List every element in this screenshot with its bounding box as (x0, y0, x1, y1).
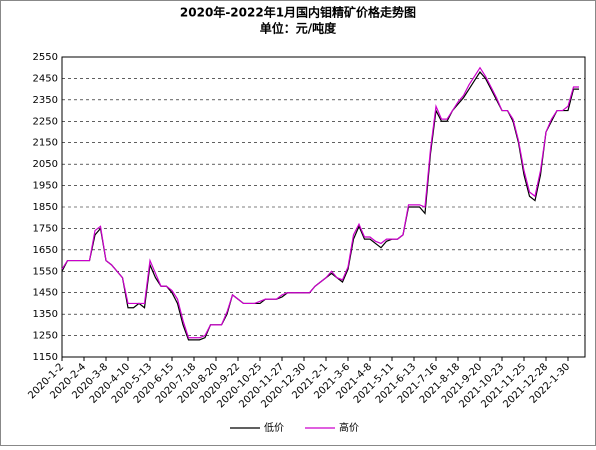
plot-area (61, 56, 586, 358)
y-tick-label: 2550 (33, 52, 58, 63)
y-tick-label: 2350 (33, 95, 58, 106)
y-tick-label: 1650 (33, 245, 58, 256)
y-tick-label: 2250 (33, 116, 58, 127)
y-tick-label: 1450 (33, 288, 58, 299)
y-tick-label: 1850 (33, 202, 58, 213)
y-tick-label: 1750 (33, 223, 58, 234)
y-tick-label: 2150 (33, 138, 58, 149)
legend-label: 高价 (339, 421, 359, 434)
y-tick-label: 1550 (33, 266, 58, 277)
chart-title: 2020年-2022年1月国内钼精矿价格走势图 (180, 5, 416, 20)
y-tick-label: 1350 (33, 309, 58, 320)
y-tick-label: 1250 (33, 331, 58, 342)
series-line (61, 66, 579, 339)
legend-label: 低价 (264, 421, 284, 434)
y-tick-label: 2450 (33, 73, 58, 84)
y-tick-label: 2050 (33, 159, 58, 170)
chart-subtitle: 单位：元/吨度 (260, 21, 337, 36)
y-tick-label: 1950 (33, 181, 58, 192)
y-tick-label: 1150 (33, 352, 58, 363)
